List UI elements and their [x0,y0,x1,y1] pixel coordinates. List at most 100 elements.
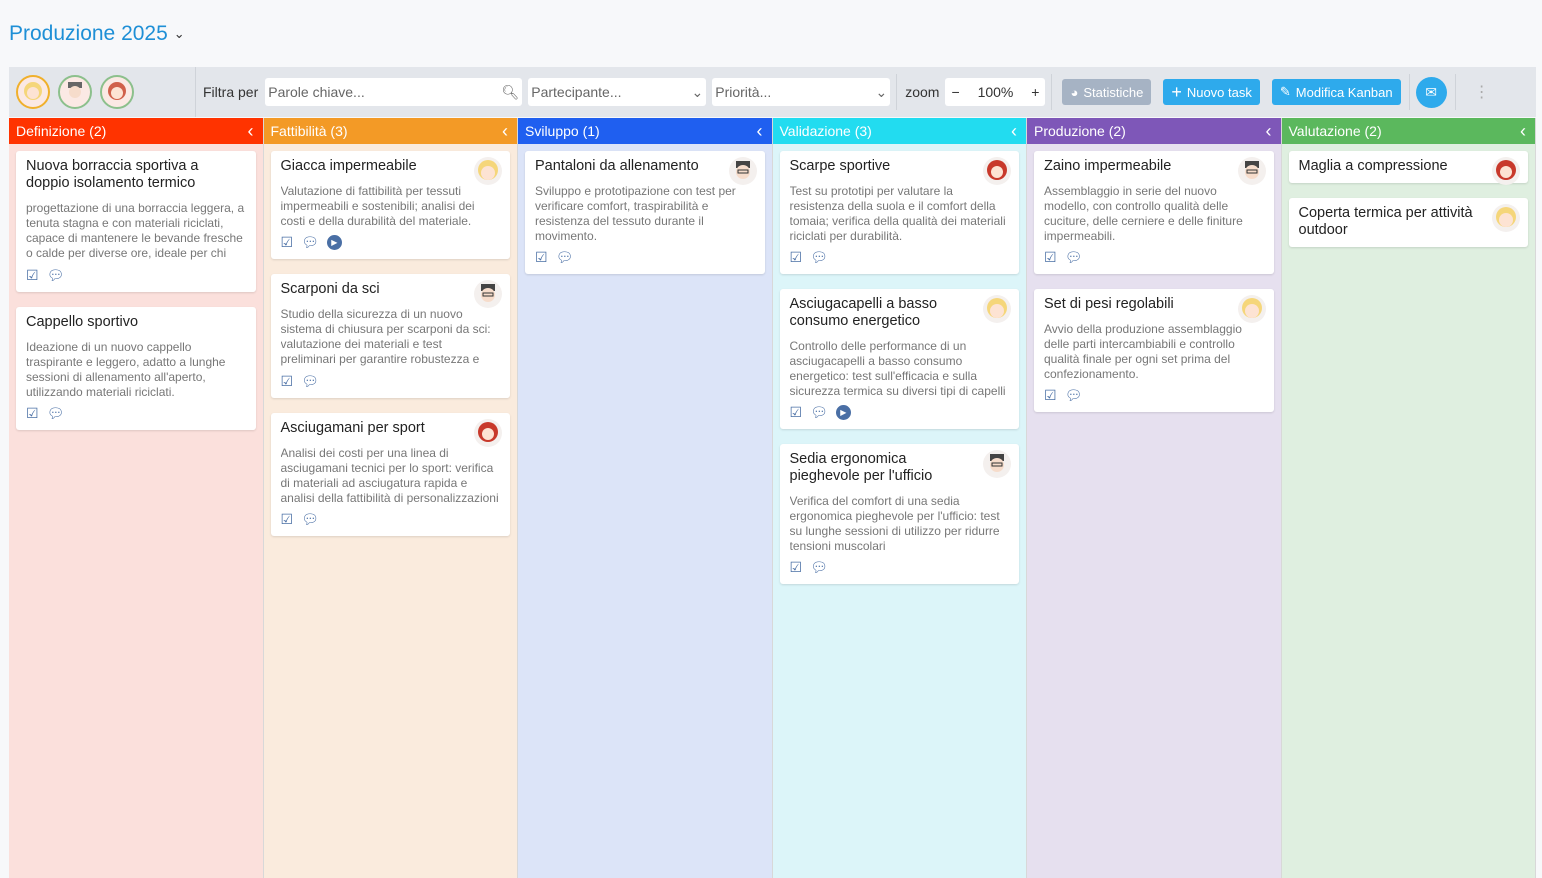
board-title: Produzione 2025 [9,22,168,45]
avatar-redhead[interactable] [100,75,134,109]
comment-icon[interactable]: 💬︎ [301,234,319,250]
edit-kanban-button[interactable]: ✎ Modifica Kanban [1271,79,1401,105]
checklist-icon[interactable]: ☑ [789,249,803,265]
card-title: Set di pesi regolabili [1044,296,1174,312]
card-title: Sedia ergonomica pieghevole per l'uffici… [789,451,933,484]
zoom-in-button[interactable]: + [1031,84,1040,100]
collapse-chevron-icon[interactable]: ‹ [756,120,763,141]
card-title: Giacca impermeabile [280,158,417,174]
comment-icon[interactable]: 💬︎ [810,249,828,265]
checklist-icon[interactable]: ☑ [1044,387,1057,403]
edit-kanban-label: Modifica Kanban [1295,84,1393,100]
column-header: Fattibilità (3) ‹ [263,118,517,144]
checklist-icon[interactable]: ☑ [1044,249,1057,265]
search-icon: 🔍︎ [501,83,520,100]
assignee-avatar [983,450,1011,478]
comment-icon[interactable]: 💬︎ [810,404,828,420]
more-options-icon[interactable]: ⋮ [1473,84,1490,101]
card-title: Nuova borraccia sportiva a doppio isolam… [26,158,199,191]
card-description: Test su prototipi per valutare la resist… [789,184,1006,243]
task-card[interactable]: Coperta termica per attività outdoor [1288,198,1528,247]
participant-avatars [9,67,196,117]
new-task-button[interactable]: + Nuovo task [1163,79,1260,105]
card-description: progettazione di una borraccia leggera, … [26,201,245,262]
column-header: Valutazione (2) ‹ [1281,118,1535,144]
task-card[interactable]: Asciugamani per sport Analisi dei costi p… [270,413,510,536]
new-task-label: Nuovo task [1186,84,1252,100]
zoom-value: 100% [977,84,1014,100]
task-card[interactable]: Maglia a compressione [1288,151,1528,185]
card-title: Zaino impermeabile [1044,158,1172,174]
task-card[interactable]: Giacca impermeabile Valutazione di fattib… [270,151,510,259]
play-icon[interactable]: ▶ [835,405,851,420]
play-icon[interactable]: ▶ [326,235,342,250]
collapse-chevron-icon[interactable]: ‹ [502,120,508,141]
column-title: Valutazione (2) [1288,123,1382,139]
zoom-control: − 100% + [945,78,1046,106]
comment-icon[interactable]: 💬︎ [1064,249,1083,265]
task-card[interactable]: Sedia ergonomica pieghevole per l'uffici… [779,444,1019,584]
comment-icon[interactable]: 💬︎ [46,405,65,421]
checklist-icon[interactable]: ☑ [789,559,803,575]
comment-icon[interactable]: 💬︎ [810,559,828,575]
task-card[interactable]: Scarponi da sci Studio della sicurezza di… [270,274,510,398]
assignee-avatar [474,280,502,308]
column-title: Validazione (3) [779,123,872,139]
chevron-down-icon: ⌄ [173,26,185,41]
collapse-chevron-icon[interactable]: ‹ [247,120,254,141]
zoom-label: zoom [905,84,940,100]
collapse-chevron-icon[interactable]: ‹ [1520,120,1526,141]
mail-button[interactable]: ✉ [1415,76,1447,108]
keyword-placeholder: Parole chiave... [268,84,365,100]
mail-icon: ✉ [1425,83,1437,100]
chevron-down-icon: ⌄ [691,83,704,100]
pencil-icon: ✎ [1279,84,1291,99]
assignee-avatar [1237,157,1266,185]
card-description: Verifica del comfort di una sedia ergono… [789,494,1000,553]
column-2: Sviluppo (1) ‹ Pantaloni da allenamento Svi… [518,118,773,878]
checklist-icon[interactable]: ☑ [280,511,294,527]
task-card[interactable]: Cappello sportivo Ideazione di un nuovo c… [16,307,256,430]
card-title: Cappello sportivo [26,314,139,330]
checklist-icon[interactable]: ☑ [535,249,548,265]
comment-icon[interactable]: 💬︎ [301,373,319,389]
avatar-blonde[interactable] [16,75,50,109]
column-4: Produzione (2) ‹ Zaino impermeabile Assembl… [1027,118,1282,878]
participant-select[interactable]: Partecipante... ⌄ [528,78,707,106]
checklist-icon[interactable]: ☑ [280,234,294,250]
task-card[interactable]: Pantaloni da allenamento Sviluppo e proto… [525,151,765,274]
comment-icon[interactable]: 💬︎ [1064,387,1083,403]
priority-select[interactable]: Priorità... ⌄ [712,78,891,106]
filter-label: Filtra per [203,84,259,100]
comment-icon[interactable]: 💬︎ [555,249,574,265]
toolbar: Filtra per Parole chiave... 🔍︎ Partecipan… [9,67,1536,117]
collapse-chevron-icon[interactable]: ‹ [1265,120,1272,141]
column-5: Valutazione (2) ‹ Maglia a compressione Cop… [1281,118,1536,878]
zoom-out-button[interactable]: − [951,84,960,100]
checklist-icon[interactable]: ☑ [789,404,803,420]
task-card[interactable]: Nuova borraccia sportiva a doppio isolam… [16,151,256,292]
column-header: Sviluppo (1) ‹ [518,118,772,144]
card-title: Asciugamani per sport [280,420,425,436]
task-card[interactable]: Asciugacapelli a basso consumo energetic… [779,289,1019,429]
assignee-avatar [474,157,502,185]
task-card[interactable]: Zaino impermeabile Assemblaggio in serie … [1034,151,1274,274]
checklist-icon[interactable]: ☑ [26,267,39,283]
checklist-icon[interactable]: ☑ [26,405,39,421]
card-title: Pantaloni da allenamento [535,158,699,174]
avatar-man[interactable] [58,75,92,109]
task-card[interactable]: Set di pesi regolabili Avvio della produz… [1034,289,1274,412]
collapse-chevron-icon[interactable]: ‹ [1011,120,1017,141]
task-card[interactable]: Scarpe sportive Test su prototipi per val… [779,151,1019,274]
board-title-dropdown[interactable]: Produzione 2025 ⌄ [9,22,185,46]
column-header: Validazione (3) ‹ [772,118,1026,144]
comment-icon[interactable]: 💬︎ [301,511,319,527]
statistics-button[interactable]: ◕ Statistiche [1062,79,1152,105]
keyword-search-input[interactable]: Parole chiave... 🔍︎ [265,78,523,106]
card-description: Ideazione di un nuovo cappello traspiran… [26,340,226,399]
comment-icon[interactable]: 💬︎ [46,267,65,283]
card-description: Avvio della produzione assemblaggio dell… [1044,322,1242,381]
checklist-icon[interactable]: ☑ [280,373,294,389]
column-header: Produzione (2) ‹ [1027,118,1281,144]
assignee-avatar [1492,157,1520,185]
